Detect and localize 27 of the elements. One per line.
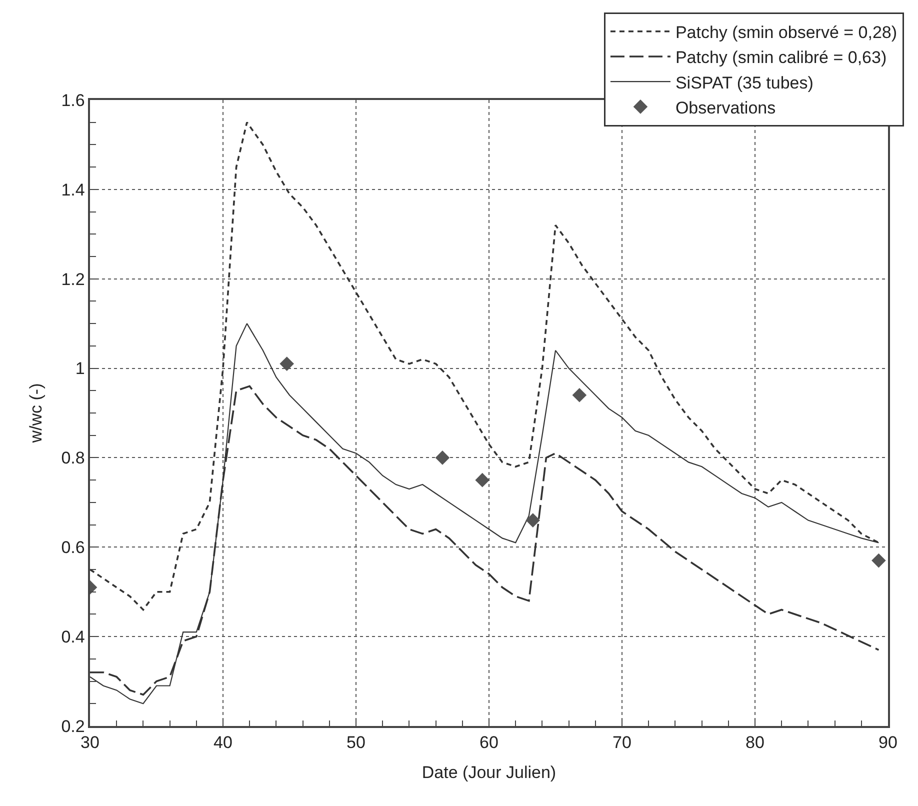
y-tick-label: 1.6 <box>61 90 85 110</box>
point <box>872 553 886 568</box>
y-tick-label: 0.8 <box>61 448 85 468</box>
point <box>280 356 294 371</box>
y-tick-label: 1 <box>75 359 85 378</box>
x-tick-label: 30 <box>80 733 100 752</box>
y-tick-label: 0.4 <box>61 628 85 647</box>
legend-label: Patchy (smin observé = 0,28) <box>675 23 898 42</box>
x-tick-label: 60 <box>480 733 498 752</box>
x-axis-title: Date (Jour Julien) <box>422 763 556 782</box>
x-tick-label: 90 <box>878 733 898 752</box>
legend-label: Patchy (smin calibré = 0,63) <box>675 48 887 68</box>
x-tick-label: 40 <box>214 733 232 752</box>
y-tick-label: 0.6 <box>61 538 85 558</box>
x-tick-label: 70 <box>612 733 632 752</box>
point <box>475 472 490 488</box>
point <box>572 388 587 402</box>
point <box>526 513 540 528</box>
x-tick-label: 50 <box>346 733 366 752</box>
y-axis-title: w/wc (-) <box>26 383 46 444</box>
y-tick-label: 1.4 <box>61 180 85 200</box>
legend-label: Observations <box>675 98 776 118</box>
y-tick-label: 1.2 <box>61 270 85 289</box>
x-tick-label: 80 <box>746 733 764 752</box>
y-tick-label: 0.2 <box>61 716 85 736</box>
legend-label: SiSPAT (35 tubes) <box>675 73 814 92</box>
point <box>435 450 450 465</box>
